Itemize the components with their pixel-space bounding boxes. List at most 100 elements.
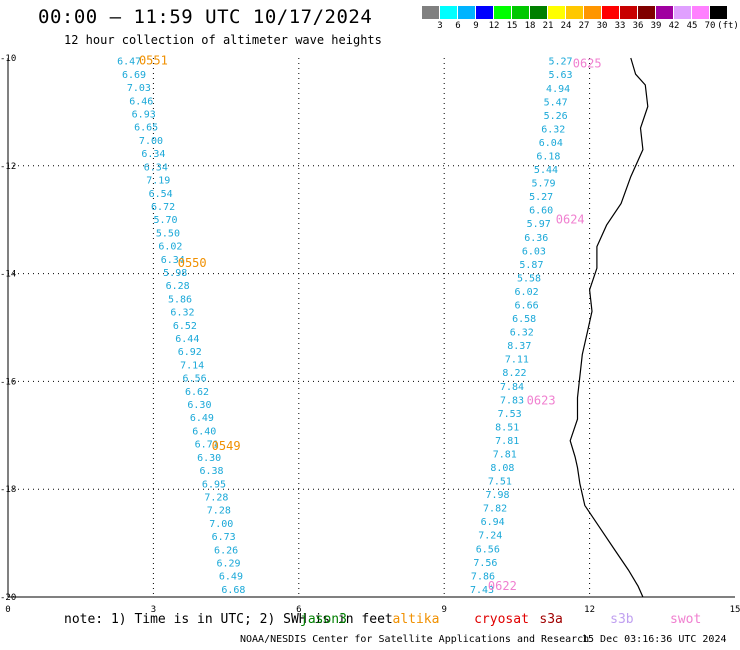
wave-height-value: 7.56 bbox=[473, 558, 497, 569]
colorbar-label: 21 bbox=[542, 21, 554, 31]
wave-height-value: 6.66 bbox=[515, 300, 539, 311]
wave-height-value: 7.28 bbox=[207, 506, 231, 517]
wave-height-value: 7.51 bbox=[488, 477, 512, 488]
colorbar-label: 45 bbox=[686, 21, 698, 31]
wave-height-value: 6.65 bbox=[134, 123, 158, 134]
colorbar-swatch bbox=[566, 6, 583, 19]
wave-height-value: 5.98 bbox=[163, 268, 187, 279]
x-tick-label: 6 bbox=[296, 605, 301, 615]
wave-height-value: 6.95 bbox=[202, 479, 226, 490]
colorbar-label: 18 bbox=[524, 21, 536, 31]
map-subtitle: 12 hour collection of altimeter wave hei… bbox=[64, 33, 382, 47]
colorbar-label: 6 bbox=[455, 21, 461, 31]
colorbar-swatch bbox=[422, 6, 439, 19]
wave-height-value: 7.82 bbox=[483, 504, 507, 515]
wave-height-value: 5.58 bbox=[517, 273, 541, 284]
pass-time-label: 0622 bbox=[488, 579, 517, 593]
wave-height-value: 5.44 bbox=[534, 165, 558, 176]
colorbar-swatch bbox=[638, 6, 655, 19]
colorbar-label: 12 bbox=[488, 21, 500, 31]
wave-height-value: 7.28 bbox=[204, 492, 228, 503]
coastline bbox=[569, 57, 649, 598]
colorbar-label: (ft) bbox=[717, 21, 739, 31]
colorbar-label: 42 bbox=[668, 21, 680, 31]
pass-time-label: 0551 bbox=[139, 54, 168, 68]
credit-text: NOAA/NESDIS Center for Satellite Applica… bbox=[240, 634, 590, 645]
map-grid bbox=[8, 58, 735, 597]
wave-height-value: 6.68 bbox=[221, 585, 245, 596]
wave-height-value: 6.03 bbox=[522, 246, 546, 257]
satellite-legend-item: swot bbox=[670, 612, 702, 627]
wave-height-value: 7.43 bbox=[470, 585, 494, 596]
colorbar-swatch bbox=[602, 6, 619, 19]
wave-height-value: 6.71 bbox=[195, 440, 219, 451]
altimeter-tracks: 6.47 6.69 7.03 6.46 6.93 6.65 7.00 6.34 6.34 7.19… bbox=[117, 54, 602, 596]
colorbar-label: 36 bbox=[632, 21, 644, 31]
colorbar-label: 27 bbox=[578, 21, 590, 31]
wave-height-value: 6.44 bbox=[175, 334, 199, 345]
colorbar-swatch bbox=[710, 6, 727, 19]
wave-height-value: 8.51 bbox=[495, 422, 519, 433]
wave-height-value: 4.94 bbox=[546, 84, 570, 95]
wave-height-value: 6.40 bbox=[192, 426, 216, 437]
satellite-legend-item: s3b bbox=[610, 612, 634, 627]
coastline-path bbox=[569, 57, 649, 598]
wave-height-value: 7.81 bbox=[493, 449, 517, 460]
colorbar-swatch bbox=[512, 6, 529, 19]
wave-height-value: 6.69 bbox=[122, 70, 146, 81]
wave-height-value: 6.32 bbox=[510, 328, 534, 339]
wave-height-value: 7.00 bbox=[139, 136, 163, 147]
colorbar-swatch bbox=[476, 6, 493, 19]
wave-height-value: 6.02 bbox=[515, 287, 539, 298]
wave-height-value: 6.60 bbox=[529, 206, 553, 217]
wave-height-value: 5.86 bbox=[168, 294, 192, 305]
colorbar-label: 3 bbox=[437, 21, 443, 31]
wave-height-value: 5.79 bbox=[532, 179, 556, 190]
wave-height-value: 6.49 bbox=[219, 572, 243, 583]
wave-height-value: 7.81 bbox=[495, 436, 519, 447]
wave-height-value: 8.08 bbox=[490, 463, 514, 474]
wave-height-value: 6.02 bbox=[158, 242, 182, 253]
wave-height-value: 6.94 bbox=[481, 517, 505, 528]
colorbar-label: 70 bbox=[704, 21, 716, 31]
colorbar-swatch bbox=[674, 6, 691, 19]
wave-height-value: 7.53 bbox=[498, 409, 522, 420]
wave-height-value: 6.92 bbox=[178, 347, 202, 358]
wave-height-value: 6.47 bbox=[117, 57, 141, 68]
wave-height-value: 6.18 bbox=[536, 152, 560, 163]
colorbar-swatch bbox=[548, 6, 565, 19]
pass-time-label: 0549 bbox=[212, 439, 241, 453]
colorbar-label: 33 bbox=[614, 21, 626, 31]
colorbar-label: 24 bbox=[560, 21, 572, 31]
colorbar-swatch bbox=[692, 6, 709, 19]
wave-height-value: 6.38 bbox=[200, 466, 224, 477]
wave-height-value: 7.98 bbox=[485, 490, 509, 501]
colorbar-swatch bbox=[458, 6, 475, 19]
wave-height-value: 5.70 bbox=[153, 215, 177, 226]
wave-height-value: 6.32 bbox=[170, 308, 194, 319]
wave-height-value: 7.03 bbox=[127, 83, 151, 94]
wave-height-value: 6.56 bbox=[476, 544, 500, 555]
wave-height-value: 5.97 bbox=[527, 219, 551, 230]
wave-height-value: 6.34 bbox=[141, 149, 165, 160]
map-title: 00:00 – 11:59 UTC 10/17/2024 bbox=[38, 6, 373, 28]
colorbar-label: 9 bbox=[473, 21, 479, 31]
wave-height-value: 7.19 bbox=[146, 176, 170, 187]
wave-height-value: 6.93 bbox=[132, 110, 156, 121]
wave-height-value: 5.26 bbox=[544, 111, 568, 122]
colorbar-swatch bbox=[656, 6, 673, 19]
wave-height-value: 6.46 bbox=[129, 96, 153, 107]
wave-height-value: 7.86 bbox=[471, 571, 495, 582]
wave-height-value: 7.11 bbox=[505, 355, 529, 366]
wave-height-value: 6.34 bbox=[161, 255, 185, 266]
y-tick-label: -20 bbox=[0, 593, 16, 603]
wave-height-value: 8.37 bbox=[507, 341, 531, 352]
footer-note: note: 1) Time is in UTC; 2) SWH is in fe… bbox=[64, 612, 393, 627]
wave-height-value: 6.29 bbox=[216, 559, 240, 570]
wave-height-value: 6.54 bbox=[149, 189, 173, 200]
x-tick-label: 12 bbox=[584, 605, 595, 615]
wave-height-value: 6.58 bbox=[512, 314, 536, 325]
satellite-legend-item: jason3 bbox=[300, 612, 347, 627]
